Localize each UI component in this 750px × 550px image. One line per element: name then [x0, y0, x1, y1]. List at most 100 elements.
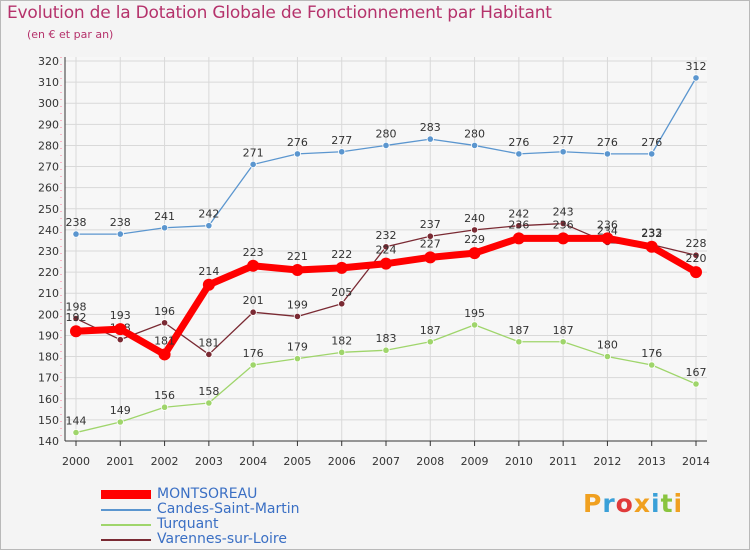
legend-label: Candes-Saint-Martin — [157, 501, 300, 517]
data-label: 205 — [331, 286, 352, 299]
y-tick-label: 190 — [38, 329, 59, 342]
x-tick-label: 2012 — [593, 455, 621, 468]
data-point — [559, 338, 567, 346]
data-point — [557, 232, 570, 245]
data-label: 221 — [287, 250, 308, 263]
data-point — [648, 150, 656, 158]
logo-letter: t — [660, 489, 674, 518]
data-point — [690, 266, 702, 279]
data-point — [426, 135, 434, 143]
data-point — [382, 346, 390, 354]
data-label: 236 — [597, 218, 618, 231]
data-label: 276 — [287, 136, 308, 149]
x-tick-label: 2001 — [106, 455, 134, 468]
data-label: 193 — [110, 309, 131, 322]
data-point — [338, 348, 346, 356]
data-point — [249, 308, 257, 316]
data-label: 237 — [420, 218, 441, 231]
data-label: 187 — [508, 324, 529, 337]
data-label: 144 — [66, 415, 87, 428]
data-label: 179 — [287, 341, 308, 354]
data-point — [205, 399, 213, 407]
data-point — [116, 336, 124, 344]
data-point — [202, 278, 215, 291]
chart-subtitle: (en € et par an) — [27, 28, 114, 41]
data-point — [249, 160, 257, 169]
y-tick-label: 290 — [38, 118, 59, 131]
data-point — [249, 361, 257, 369]
data-point — [160, 319, 169, 327]
y-tick-label: 200 — [38, 308, 59, 321]
logo-letter: r — [602, 489, 616, 518]
legend-swatch — [101, 490, 151, 499]
data-label: 233 — [641, 227, 662, 240]
data-label: 242 — [198, 208, 219, 221]
data-label: 224 — [376, 244, 397, 257]
x-tick-label: 2014 — [682, 455, 710, 468]
y-tick-label: 300 — [38, 97, 59, 110]
data-point — [559, 148, 567, 156]
data-label: 277 — [553, 134, 574, 147]
data-label: 214 — [198, 265, 219, 278]
y-tick-label: 310 — [38, 76, 59, 89]
data-point — [293, 355, 302, 363]
data-label: 243 — [553, 206, 574, 219]
data-point — [559, 219, 567, 228]
data-point — [114, 323, 127, 336]
data-label: 241 — [154, 210, 175, 223]
y-tick-label: 160 — [38, 393, 59, 406]
data-point — [293, 150, 302, 158]
data-label: 222 — [331, 248, 352, 261]
data-point — [382, 243, 390, 251]
data-label: 242 — [508, 208, 529, 221]
data-point — [692, 74, 700, 82]
y-tick-label: 140 — [38, 435, 59, 448]
data-label: 176 — [243, 347, 264, 360]
x-tick-label: 2011 — [549, 455, 577, 468]
data-point — [116, 418, 124, 426]
data-point — [424, 251, 437, 264]
y-tick-label: 280 — [38, 139, 59, 152]
data-point — [515, 150, 523, 158]
data-point — [72, 428, 80, 437]
data-point — [338, 300, 346, 308]
data-label: 196 — [154, 305, 175, 318]
data-point — [470, 226, 479, 234]
data-point — [603, 352, 612, 361]
logo-letter: x — [633, 489, 651, 518]
data-point — [70, 325, 82, 338]
data-point — [338, 148, 346, 156]
logo-letter: o — [615, 489, 634, 518]
data-label: 149 — [110, 404, 131, 417]
x-tick-label: 2005 — [283, 455, 311, 468]
data-label: 183 — [376, 332, 397, 345]
data-label: 199 — [287, 298, 308, 311]
data-point — [468, 247, 481, 260]
x-tick-label: 2004 — [239, 455, 267, 468]
data-label: 227 — [420, 237, 441, 250]
data-label: 198 — [66, 301, 87, 314]
data-point — [72, 230, 80, 238]
proxiti-logo: Proxiti — [583, 489, 683, 518]
data-label: 220 — [686, 252, 707, 265]
x-tick-label: 2003 — [195, 455, 223, 468]
data-point — [205, 222, 213, 230]
data-point — [692, 251, 700, 259]
data-label: 180 — [597, 339, 618, 352]
data-point — [72, 314, 80, 323]
legend-label: Turquant — [157, 516, 219, 532]
data-label: 158 — [198, 385, 219, 398]
y-tick-label: 230 — [38, 245, 59, 258]
y-tick-label: 170 — [38, 372, 59, 385]
x-tick-label: 2013 — [638, 455, 666, 468]
data-label: 182 — [331, 334, 352, 347]
data-label: 232 — [376, 229, 397, 242]
data-point — [426, 232, 434, 240]
logo-letter: i — [673, 489, 684, 518]
y-tick-label: 320 — [38, 55, 59, 68]
data-label: 229 — [464, 233, 485, 246]
y-tick-label: 260 — [38, 182, 59, 195]
data-label: 236 — [508, 218, 529, 231]
data-label: 187 — [553, 324, 574, 337]
